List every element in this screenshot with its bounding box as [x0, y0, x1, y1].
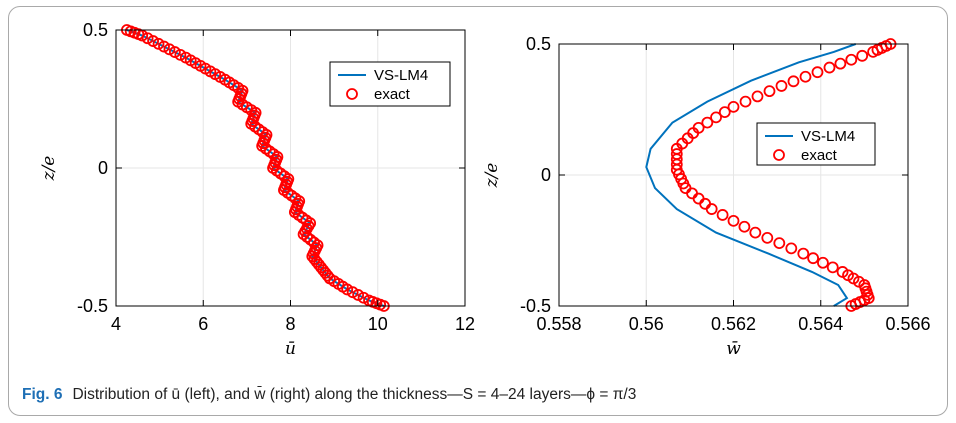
legend-label: VS-LM4 — [374, 67, 428, 84]
x-tick-label: 4 — [111, 314, 121, 334]
data-point — [807, 252, 820, 265]
legend-box — [756, 122, 876, 166]
data-point — [823, 61, 836, 74]
data-point — [761, 231, 774, 244]
x-tick-label: 0.562 — [711, 314, 756, 334]
x-tick-label: 0.56 — [629, 314, 664, 334]
legend-label: VS-LM4 — [801, 128, 855, 145]
y-tick-label: -0.5 — [520, 296, 551, 316]
data-point — [817, 256, 829, 269]
data-point — [751, 90, 764, 103]
y-tick-label: 0 — [98, 158, 108, 178]
x-tick-label: 6 — [198, 314, 208, 334]
data-point — [301, 231, 313, 243]
data-point — [811, 66, 824, 79]
y-tick-label: -0.5 — [77, 296, 108, 316]
data-point — [773, 237, 786, 250]
data-point — [836, 266, 849, 278]
legend-marker-swatch — [773, 149, 785, 161]
series-line-vs-lm4 — [645, 43, 857, 307]
y-tick-label: 0.5 — [526, 34, 551, 54]
data-point — [797, 247, 810, 260]
data-point — [738, 220, 751, 233]
data-point — [787, 75, 800, 88]
data-point — [856, 49, 869, 62]
data-point — [845, 53, 858, 66]
data-point — [718, 106, 731, 119]
data-point — [775, 80, 788, 92]
y-axis-label: z/e — [39, 156, 59, 182]
legend-marker-swatch — [346, 88, 358, 100]
data-point — [739, 95, 752, 108]
data-point — [763, 85, 776, 98]
data-point — [749, 226, 762, 239]
x-tick-label: 10 — [368, 314, 388, 334]
x-tick-label: 0.558 — [536, 314, 581, 334]
data-point — [670, 148, 683, 160]
caption-text: Distribution of ū (left), and w̄ (right)… — [72, 386, 637, 403]
left-plot: 4 6 8 10 12 -0.5 0 0.5 ū z/e VS-LM4 exact — [39, 20, 475, 359]
legend-label: exact — [801, 147, 838, 164]
x-axis-label: ū — [285, 339, 296, 359]
legend-label: exact — [374, 86, 411, 103]
y-tick-label: 0.5 — [83, 20, 108, 40]
data-point — [834, 57, 847, 70]
data-point — [692, 121, 705, 134]
figure-caption: Fig. 6 Distribution of ū (left), and w̄ (… — [22, 386, 636, 404]
data-point — [716, 209, 729, 221]
data-point — [308, 253, 321, 265]
data-point — [826, 261, 839, 274]
x-tick-label: 0.564 — [798, 314, 843, 334]
data-point — [710, 111, 722, 124]
data-point — [785, 242, 798, 255]
x-tick-label: 12 — [455, 314, 475, 334]
x-tick-label: 0.566 — [885, 314, 930, 334]
figure-label: Fig. 6 — [22, 386, 63, 403]
data-point — [727, 214, 740, 227]
data-point — [701, 116, 714, 129]
figure-frame — [8, 6, 948, 416]
data-point — [799, 70, 812, 83]
data-point — [727, 100, 740, 113]
x-axis-label: w̄ — [726, 339, 741, 359]
y-axis-label: z/e — [482, 163, 502, 189]
y-tick-label: 0 — [541, 165, 551, 185]
x-tick-label: 8 — [285, 314, 295, 334]
right-plot: 0.558 0.56 0.562 0.564 0.566 -0.5 0 0.5 w̄ z/e VS-… — [482, 34, 931, 359]
